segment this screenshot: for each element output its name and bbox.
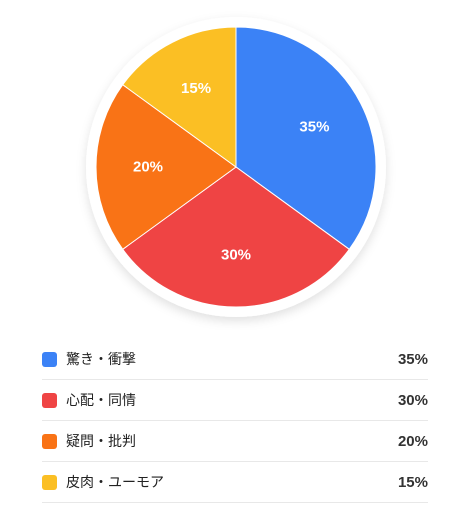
- legend-label: 皮肉・ユーモア: [66, 475, 164, 491]
- pie-slice-4: [122, 26, 237, 168]
- legend-swatch: [42, 433, 57, 449]
- legend-value: 30%: [397, 391, 428, 409]
- pie-chart-svg: 35% 30% 20% 15%: [86, 17, 386, 317]
- pie-slice-labels: 35% 30% 20% 15%: [133, 80, 329, 263]
- legend-value: 20%: [397, 432, 428, 450]
- legend: 驚き・衝撃 35% 心配・同情 30% 疑問・批判 20% 皮肉・ユーモア 15…: [42, 339, 428, 503]
- pie-chart: 35% 30% 20% 15%: [86, 17, 386, 317]
- legend-item: 心配・同情 30%: [42, 380, 428, 421]
- pie-slices: [95, 26, 377, 308]
- legend-label: 疑問・批判: [66, 434, 136, 450]
- pie-slice-label: 30%: [221, 247, 251, 264]
- legend-item: 疑問・批判 20%: [42, 421, 428, 462]
- legend-swatch: [42, 351, 57, 367]
- legend-label: 驚き・衝撃: [66, 352, 136, 368]
- pie-slice-2: [122, 166, 350, 308]
- pie-slice-3: [95, 84, 237, 250]
- pie-slice-label: 15%: [181, 80, 211, 97]
- legend-item: 驚き・衝撃 35%: [42, 339, 428, 380]
- legend-value: 35%: [397, 350, 428, 368]
- legend-value: 15%: [397, 473, 428, 491]
- legend-item: 皮肉・ユーモア 15%: [42, 462, 428, 503]
- legend-label: 心配・同情: [66, 393, 136, 409]
- pie-slice-1: [235, 26, 377, 250]
- legend-swatch: [42, 392, 57, 408]
- legend-swatch: [42, 474, 57, 490]
- pie-slice-label: 35%: [299, 119, 329, 136]
- pie-slice-label: 20%: [133, 159, 163, 176]
